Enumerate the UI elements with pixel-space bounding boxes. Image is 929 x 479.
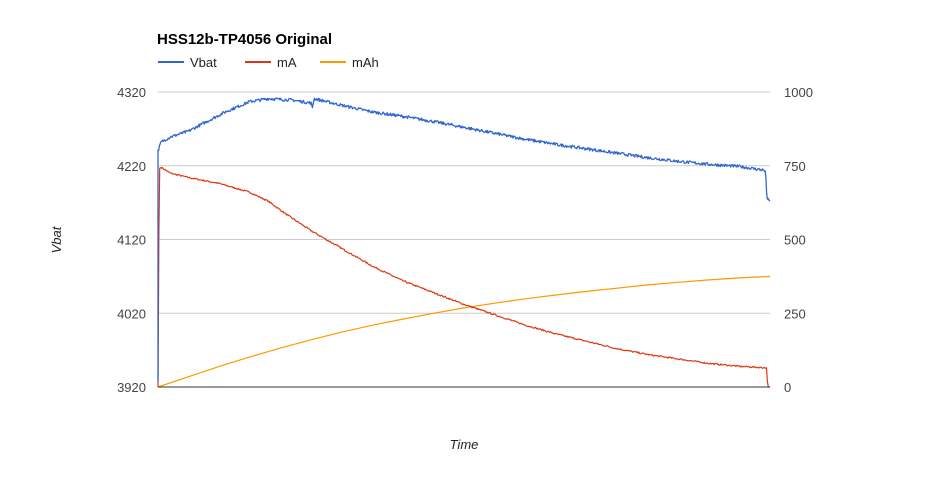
- left-tick-label: 3920: [117, 380, 146, 395]
- left-tick-label: 4220: [117, 159, 146, 174]
- legend-item-ma[interactable]: mA: [245, 55, 297, 70]
- gridlines: [158, 91, 770, 314]
- right-axis-ticks: 0 250 500 750 1000: [784, 85, 813, 395]
- legend-item-vbat[interactable]: Vbat: [158, 55, 217, 70]
- series-lines: [157, 97, 771, 388]
- left-axis-ticks: 3920 4020 4120 4220 4320: [117, 85, 146, 395]
- series-line-ma: [157, 166, 770, 388]
- legend[interactable]: Vbat mA mAh: [158, 55, 379, 70]
- legend-label: mA: [277, 55, 297, 70]
- y-axis-title: Vbat: [49, 225, 64, 253]
- right-tick-label: 250: [784, 306, 806, 321]
- legend-label: Vbat: [190, 55, 217, 70]
- chart-title: HSS12b-TP4056 Original: [157, 31, 332, 48]
- left-tick-label: 4020: [117, 306, 146, 321]
- legend-label: mAh: [352, 55, 379, 70]
- x-axis-title: Time: [450, 437, 479, 452]
- left-tick-label: 4320: [117, 85, 146, 100]
- right-tick-label: 500: [784, 233, 806, 248]
- right-tick-label: 0: [784, 380, 791, 395]
- left-tick-label: 4120: [117, 233, 146, 248]
- legend-item-mah[interactable]: mAh: [320, 55, 379, 70]
- series-line-mah: [157, 275, 771, 388]
- right-tick-label: 750: [784, 159, 806, 174]
- right-tick-label: 1000: [784, 85, 813, 100]
- series-line-vbat: [157, 97, 771, 382]
